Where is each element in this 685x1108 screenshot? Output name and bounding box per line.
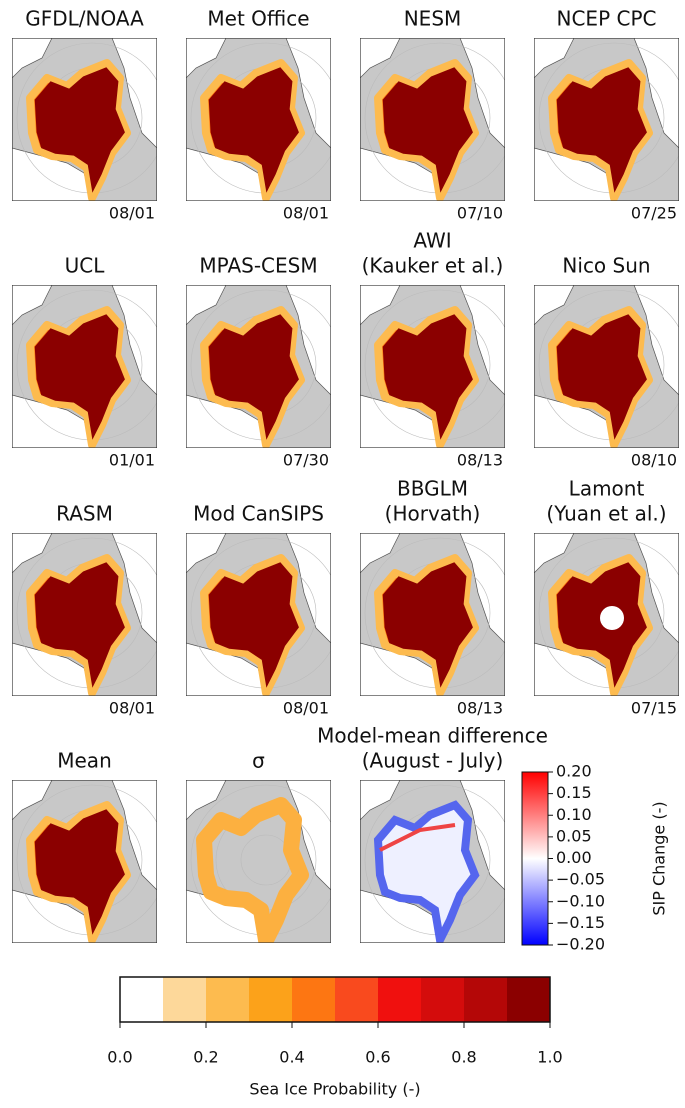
colorbar-label: Sea Ice Probability (-) <box>249 1080 420 1099</box>
ice-core <box>34 314 125 440</box>
panel-title: Lamont <box>569 477 645 501</box>
colorbar-bin <box>378 977 422 1022</box>
map <box>12 285 157 448</box>
panel-date: 07/30 <box>283 451 329 470</box>
tick-label: −0.15 <box>556 913 605 932</box>
colorbar-frame <box>119 976 551 1023</box>
pole-hole <box>600 606 624 630</box>
panel-date: 01/01 <box>109 451 155 470</box>
colorbar-bin <box>292 977 336 1022</box>
panel-title: BBGLM <box>397 477 468 501</box>
panel-date: 07/15 <box>631 699 677 718</box>
panel-title: NESM <box>404 7 462 31</box>
map <box>12 533 157 696</box>
panel-date: 08/13 <box>457 451 503 470</box>
map <box>360 38 505 201</box>
ice-core <box>208 314 299 440</box>
panel-title: AWI <box>413 229 451 253</box>
map <box>12 780 157 943</box>
ice-core <box>34 67 125 193</box>
tick-label: 0.05 <box>556 826 592 845</box>
map <box>360 780 505 943</box>
tick-label: 0.4 <box>279 1048 304 1067</box>
panel-date: 07/25 <box>631 204 677 223</box>
map <box>360 285 505 448</box>
change-colorbar <box>521 771 549 946</box>
ice-core <box>34 562 125 688</box>
colorbar-bin <box>335 977 379 1022</box>
map <box>12 38 157 201</box>
colorbar-label: SIP Change (-) <box>650 801 669 915</box>
panel-title: Nico Sun <box>562 254 650 278</box>
tick-label: 0.15 <box>556 783 592 802</box>
map <box>534 285 679 448</box>
panel-title: Met Office <box>207 7 309 31</box>
ice-core <box>556 67 647 193</box>
ice-spread <box>196 797 309 943</box>
map <box>186 780 331 943</box>
panel-title: RASM <box>56 502 113 526</box>
tick-label: 0.2 <box>193 1048 218 1067</box>
ice-core <box>208 562 299 688</box>
panel-title: (Kauker et al.) <box>362 254 504 278</box>
panel-title: σ <box>252 749 265 773</box>
map <box>360 533 505 696</box>
ice-core <box>382 67 473 193</box>
ice-core <box>382 314 473 440</box>
panel-title: MPAS-CESM <box>199 254 317 278</box>
panel-date: 08/10 <box>631 451 677 470</box>
tick-label: 1.0 <box>537 1048 562 1067</box>
colorbar-bin <box>249 977 293 1022</box>
panel-title: NCEP CPC <box>557 7 657 31</box>
tick-label: −0.10 <box>556 891 605 910</box>
tick-label: 0.00 <box>556 848 592 867</box>
panel-date: 08/01 <box>283 699 329 718</box>
tick-label: 0.10 <box>556 805 592 824</box>
map <box>534 533 679 696</box>
ice-core <box>34 809 125 935</box>
tick-label: 0.20 <box>556 762 592 781</box>
tick-label: −0.05 <box>556 870 605 889</box>
panel-title: Mod CanSIPS <box>193 502 324 526</box>
ice-change-pos <box>379 823 456 852</box>
map <box>534 38 679 201</box>
colorbar-bin <box>464 977 508 1022</box>
panel-title: (Yuan et al.) <box>546 502 666 526</box>
tick-label: −0.20 <box>556 935 605 954</box>
ice-core <box>208 67 299 193</box>
panel-date: 07/10 <box>457 204 503 223</box>
colorbar-bin <box>421 977 465 1022</box>
panel-date: 08/01 <box>109 204 155 223</box>
tick-label: 0.0 <box>107 1048 132 1067</box>
map <box>186 38 331 201</box>
ice-core <box>556 562 647 688</box>
map <box>186 285 331 448</box>
panel-title: (August - July) <box>362 749 504 773</box>
tick-label: 0.6 <box>365 1048 390 1067</box>
colorbar-bin <box>206 977 250 1022</box>
panel-title: Mean <box>57 749 112 773</box>
tick-label: 0.8 <box>451 1048 476 1067</box>
panel-title: GFDL/NOAA <box>25 7 144 31</box>
colorbar-bin <box>507 977 551 1022</box>
panel-date: 08/01 <box>283 204 329 223</box>
panel-title: Model-mean difference <box>317 724 548 748</box>
panel-title: (Horvath) <box>385 502 481 526</box>
colorbar-bin <box>163 977 207 1022</box>
ice-core <box>556 314 647 440</box>
panel-title: UCL <box>65 254 106 278</box>
ice-core <box>382 562 473 688</box>
panel-date: 08/13 <box>457 699 503 718</box>
panel-date: 08/01 <box>109 699 155 718</box>
map <box>186 533 331 696</box>
colorbar-bin <box>120 977 164 1022</box>
